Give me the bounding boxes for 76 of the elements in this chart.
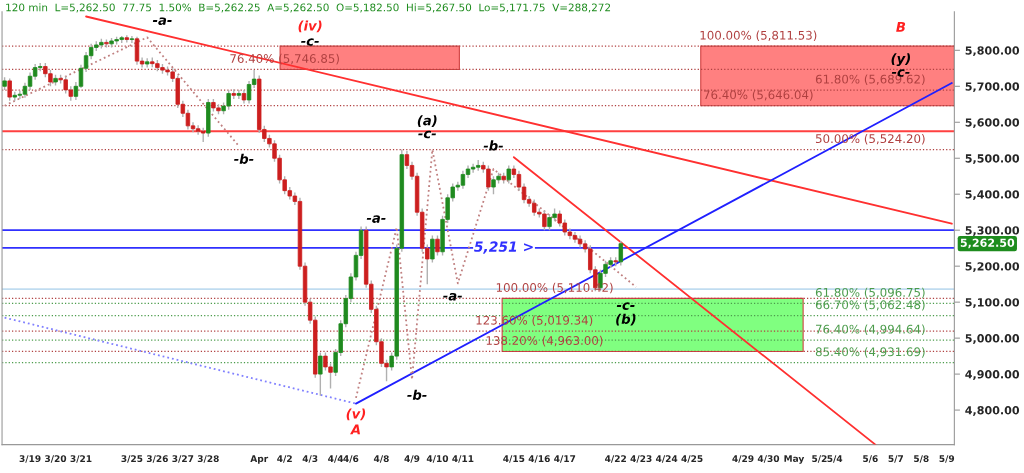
x-tick-label: May xyxy=(784,455,805,464)
annotation: (b) xyxy=(616,313,636,326)
y-tick-label: 5,000.00 xyxy=(965,334,1020,344)
ref-line-label: 76.40% (5,646.04) xyxy=(704,90,813,101)
y-tick-label: 5,800.00 xyxy=(965,46,1020,57)
y-tick-label: 5,300.00 xyxy=(965,226,1020,236)
x-tick-label: 5/8 xyxy=(914,455,929,463)
x-tick-label: 4/22 xyxy=(605,455,626,463)
x-tick-label: 4/4 xyxy=(328,455,344,463)
y-tick-label: 4,900.00 xyxy=(965,370,1020,380)
annotation: (a) xyxy=(417,115,437,127)
x-tick-label: 4/6 xyxy=(343,455,359,463)
x-tick-label: 5/2 xyxy=(812,455,827,463)
ref-line-label: 66.70% (5,062.48) xyxy=(815,300,925,311)
chart-title: 120 min L=5,262.50 77.75 1.50% B=5,262.25 A=5,262.50 O=5,182.50 Hi=5,267.50 Lo=5,171.75 V=288,272 xyxy=(6,3,611,13)
candlestick xyxy=(144,57,150,69)
x-tick-label: 3/28 xyxy=(197,455,219,463)
x-tick-label: 4/15 xyxy=(503,455,525,463)
candlestick xyxy=(318,351,323,397)
x-tick-label: 5/7 xyxy=(888,455,904,463)
y-tick-label: 5,600.00 xyxy=(965,118,1020,129)
x-tick-label: 4/2 xyxy=(277,455,292,463)
x-tick-label: 5/6 xyxy=(863,455,878,463)
y-tick-label: 5,400.00 xyxy=(965,190,1020,201)
annotation: -c- xyxy=(418,130,436,139)
x-tick-label: 3/25 xyxy=(121,455,143,463)
ref-line-label: 5,251 > xyxy=(474,241,533,254)
x-tick-label: 4/16 xyxy=(528,455,550,463)
ref-line-label: 76.40% (4,994.64) xyxy=(816,324,925,335)
candlestick xyxy=(618,240,623,267)
annotation: -b- xyxy=(483,140,503,151)
y-tick-label: 5,700.00 xyxy=(965,82,1020,93)
x-tick-label: 3/21 xyxy=(70,455,92,463)
x-tick-label: 4/3 xyxy=(302,455,318,463)
annotation: B xyxy=(896,22,906,32)
x-tick-label: 3/26 xyxy=(146,455,168,463)
y-tick-label: 5,500.00 xyxy=(965,154,1020,165)
x-tick-label: 5/9 xyxy=(939,455,955,463)
x-tick-label: Apr xyxy=(250,455,269,464)
annotation: -a- xyxy=(366,215,386,223)
x-tick-label: 4/9 xyxy=(404,455,420,463)
x-tick-label: 3/27 xyxy=(172,455,194,463)
x-tick-label: 4/10 xyxy=(426,455,449,463)
annotation: -b- xyxy=(407,389,427,400)
candlestick xyxy=(435,234,440,257)
text: 5,262.50 xyxy=(960,238,1015,249)
annotation: -a- xyxy=(443,293,462,301)
candlestick xyxy=(430,234,435,264)
x-tick-label: 4/8 xyxy=(373,455,389,463)
annotation: -a- xyxy=(152,17,172,26)
x-tick-label: 4/24 xyxy=(655,455,678,463)
x-tick-label: 3/19 xyxy=(19,455,41,463)
candlestick xyxy=(7,77,12,102)
annotation: -b- xyxy=(234,153,254,164)
annotation: (iv) xyxy=(298,20,322,33)
annotation: -c- xyxy=(616,302,635,310)
x-tick-label: 4/29 xyxy=(732,455,754,463)
y-tick-label: 5,100.00 xyxy=(965,298,1020,308)
annotation: (v) xyxy=(346,408,366,421)
x-tick-label: 4/17 xyxy=(554,455,576,463)
x-tick-label: 5/4 xyxy=(827,455,843,463)
x-tick-label: 3/20 xyxy=(45,455,67,463)
ref-line-label: 100.00% (5,811.53) xyxy=(700,30,817,42)
x-tick-label: 4/30 xyxy=(757,455,780,463)
x-tick-label: 4/23 xyxy=(630,455,652,463)
annotation: (y) xyxy=(891,53,910,67)
y-tick-label: 4,800.00 xyxy=(965,406,1020,416)
ref-line-label: 61.80% (5,096.75) xyxy=(815,287,925,299)
y-tick-label: 5,200.00 xyxy=(965,262,1020,272)
ref-line-label: 85.40% (4,931.69) xyxy=(815,347,925,358)
candlestick xyxy=(129,35,135,44)
x-tick-label: 4/11 xyxy=(452,455,474,463)
x-tick-label: 4/25 xyxy=(681,455,703,463)
annotation: -c- xyxy=(301,38,319,46)
candlestick xyxy=(236,89,242,100)
annotation: A xyxy=(350,424,360,435)
